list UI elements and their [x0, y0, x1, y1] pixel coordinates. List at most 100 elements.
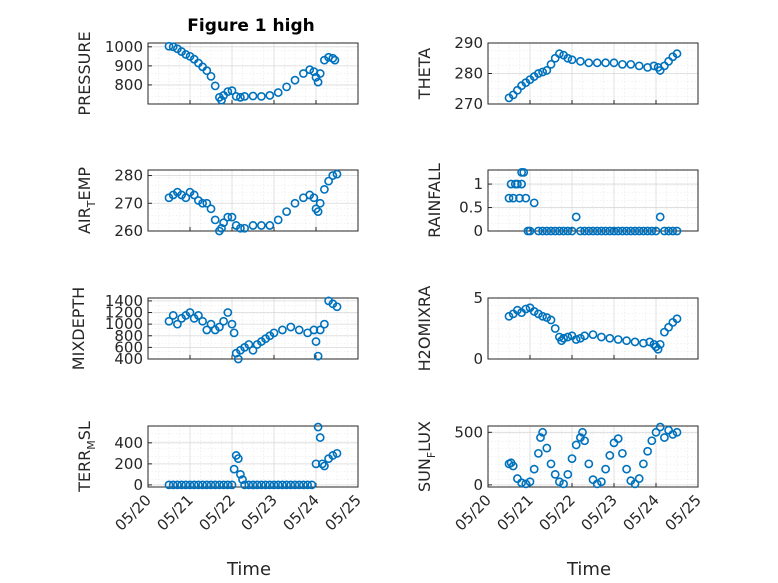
y-tick-label: 280 — [114, 167, 143, 185]
data-point — [559, 333, 568, 343]
y-axis-label: SUNFLUX — [415, 421, 438, 492]
y-tick-label: 800 — [114, 327, 143, 345]
y-tick-label: 900 — [114, 57, 143, 75]
data-point — [202, 480, 212, 490]
x-tick-label: 05/21 — [494, 491, 537, 534]
data-point — [559, 479, 568, 489]
data-point — [521, 304, 531, 314]
y-tick-label: 1400 — [105, 292, 143, 310]
y-tick-label: 0 — [133, 476, 143, 494]
data-point — [172, 480, 182, 490]
y-axis-label: H2OMIXRA — [415, 286, 434, 372]
data-point — [597, 477, 606, 487]
data-point — [630, 337, 640, 347]
y-tick-label: 400 — [114, 434, 143, 452]
axes-border — [487, 425, 699, 488]
data-point — [319, 185, 329, 194]
data-point — [653, 344, 663, 354]
data-point — [223, 87, 233, 97]
data-point — [580, 331, 589, 341]
data-point — [601, 464, 610, 474]
data-point — [504, 193, 514, 203]
y-tick-label: 280 — [454, 65, 483, 83]
data-point — [223, 212, 233, 222]
data-point — [277, 480, 287, 490]
data-point — [214, 322, 224, 332]
axes-border — [147, 169, 359, 232]
data-point — [634, 226, 644, 236]
data-point — [601, 58, 610, 68]
data-point — [223, 308, 233, 317]
data-point — [649, 61, 659, 71]
axes-theta: 270 280 290 THETA — [415, 34, 699, 113]
axes-rainfall: 0 0.5 1 RAINFALL — [425, 163, 699, 240]
data-point — [164, 480, 174, 490]
y-tick-label: 290 — [454, 34, 483, 52]
y-tick-label: 1000 — [105, 38, 143, 56]
data-point — [563, 226, 573, 236]
y-tick-label: 1000 — [105, 315, 143, 333]
data-point — [198, 480, 207, 490]
data-point — [294, 480, 304, 490]
x-tick-label: 05/25 — [322, 491, 365, 534]
data-point — [210, 215, 220, 225]
y-axis-label: THETA — [415, 48, 434, 100]
axes-h2omixra: 0 5 H2OMIXRA — [415, 286, 699, 372]
data-point — [555, 477, 564, 487]
data-point — [536, 433, 545, 442]
data-point — [588, 330, 598, 339]
data-point — [319, 461, 329, 471]
data-point — [261, 480, 270, 490]
data-point — [282, 480, 291, 490]
data-point — [181, 50, 191, 59]
data-point — [529, 198, 539, 208]
data-point — [311, 459, 321, 469]
y-tick-label: 0 — [473, 222, 483, 240]
data-point — [198, 198, 207, 208]
axes-border — [147, 425, 359, 488]
data-point — [605, 226, 615, 236]
data-point — [550, 226, 560, 236]
x-tick-label: 05/20 — [112, 491, 155, 534]
data-point — [290, 75, 300, 85]
data-point — [235, 92, 245, 102]
y-tick-label: 400 — [114, 350, 143, 368]
data-point — [217, 223, 226, 233]
data-point — [639, 226, 648, 236]
data-point — [240, 223, 249, 233]
y-tick-label: 270 — [114, 194, 143, 212]
data-point — [235, 223, 245, 233]
data-point — [555, 226, 564, 236]
x-axis-label: Time — [226, 559, 271, 580]
data-point — [534, 448, 543, 458]
data-point — [248, 480, 258, 490]
data-point — [660, 226, 669, 236]
data-point — [319, 319, 329, 329]
data-point — [286, 322, 296, 332]
y-tick-label: 260 — [114, 222, 143, 240]
y-axis-label: TERRMSL — [75, 421, 98, 493]
data-point — [214, 480, 224, 490]
data-point — [630, 226, 640, 236]
data-point — [219, 316, 228, 326]
y-tick-label: 0.5 — [459, 199, 483, 217]
data-point — [244, 340, 254, 349]
data-point — [618, 226, 627, 236]
data-point — [634, 474, 644, 483]
data-point — [668, 430, 678, 439]
data-point — [164, 41, 174, 51]
data-point — [567, 454, 577, 464]
data-point — [643, 446, 652, 456]
data-point — [265, 480, 275, 490]
figure-title: Figure 1 high — [187, 16, 315, 36]
data-point — [248, 345, 258, 355]
data-point — [185, 308, 195, 317]
data-point — [206, 319, 216, 329]
data-point — [542, 66, 552, 75]
data-point — [168, 311, 178, 320]
data-point — [584, 459, 594, 469]
data-point — [567, 226, 577, 236]
data-point — [651, 226, 661, 236]
data-point — [559, 226, 568, 236]
data-point — [309, 325, 319, 335]
